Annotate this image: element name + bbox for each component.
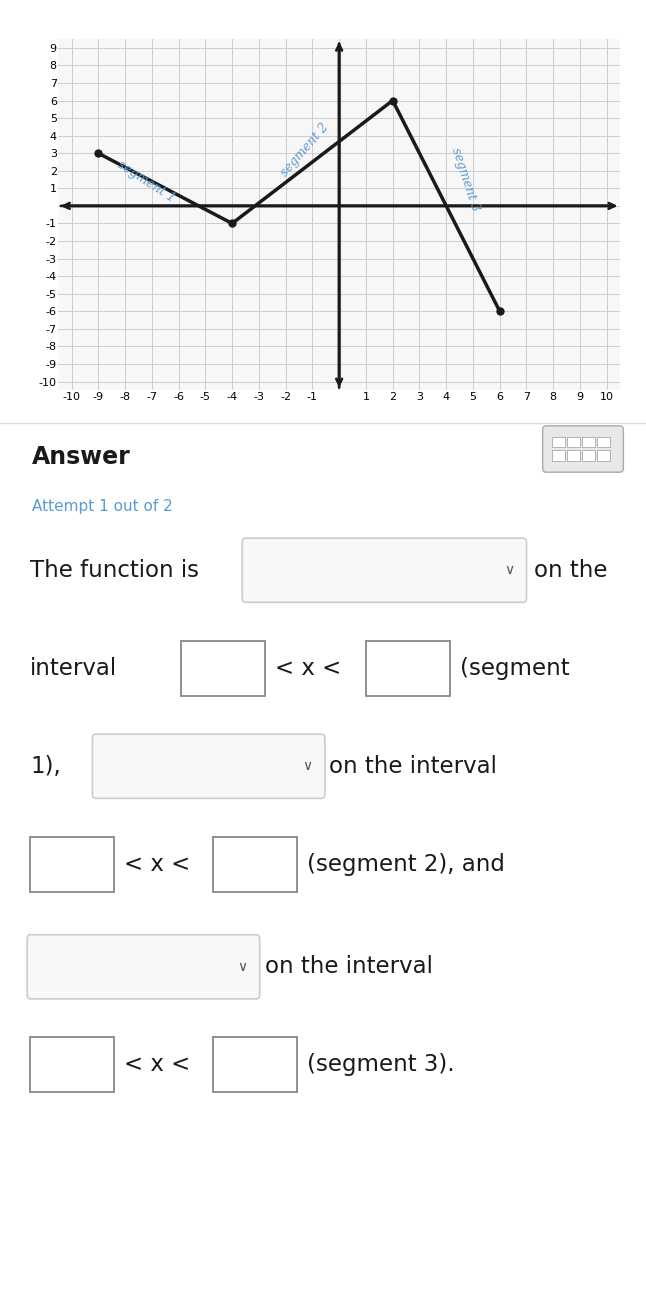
Text: ∨: ∨ — [504, 563, 514, 578]
Text: ∨: ∨ — [237, 960, 247, 974]
Bar — [552, 437, 565, 448]
Text: Answer: Answer — [32, 445, 131, 470]
Bar — [582, 450, 595, 461]
Text: The function is: The function is — [30, 558, 200, 582]
FancyBboxPatch shape — [242, 539, 526, 602]
Bar — [552, 450, 565, 461]
Text: (segment: (segment — [460, 657, 570, 679]
Bar — [213, 1037, 297, 1093]
Text: on the interval: on the interval — [329, 755, 497, 778]
Text: on the: on the — [534, 558, 608, 582]
Text: segment 3: segment 3 — [448, 146, 481, 213]
Bar — [597, 450, 610, 461]
Text: 1),: 1), — [30, 755, 61, 778]
Bar — [181, 640, 265, 696]
Text: ∨: ∨ — [302, 760, 313, 773]
FancyBboxPatch shape — [27, 934, 260, 999]
Bar — [567, 437, 580, 448]
Text: (segment 2), and: (segment 2), and — [307, 853, 505, 876]
Text: (segment 3).: (segment 3). — [307, 1054, 455, 1076]
Bar — [30, 837, 114, 892]
Text: < x <: < x < — [275, 657, 341, 679]
Text: segment 2: segment 2 — [278, 121, 331, 178]
Bar — [597, 437, 610, 448]
Text: < x <: < x < — [124, 1054, 191, 1076]
Bar — [213, 837, 297, 892]
Text: segment 1: segment 1 — [115, 157, 178, 204]
Text: interval: interval — [30, 657, 118, 679]
Text: < x <: < x < — [124, 853, 191, 876]
Bar — [366, 640, 450, 696]
Text: Attempt 1 out of 2: Attempt 1 out of 2 — [32, 498, 173, 514]
FancyBboxPatch shape — [92, 734, 325, 799]
Bar — [567, 450, 580, 461]
FancyBboxPatch shape — [543, 425, 623, 472]
Bar — [582, 437, 595, 448]
Bar — [30, 1037, 114, 1093]
Text: on the interval: on the interval — [265, 955, 433, 978]
